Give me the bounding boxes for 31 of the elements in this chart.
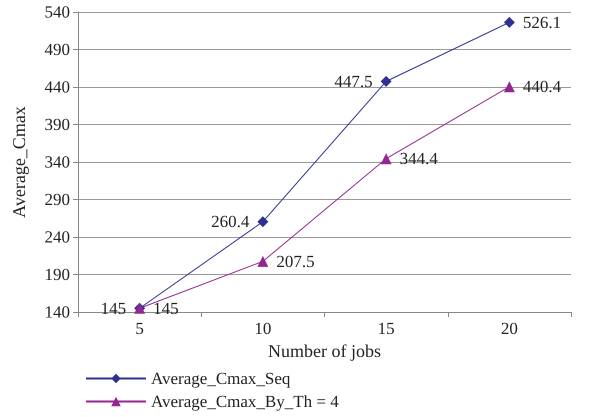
y-tick-label: 390 [44, 115, 70, 134]
data-label: 207.5 [276, 252, 315, 271]
data-label: 145 [100, 298, 126, 318]
y-tick-label: 190 [44, 265, 70, 284]
point [504, 16, 515, 28]
point [380, 153, 392, 164]
y-axis-title: Average_Cmax [9, 106, 29, 218]
point [257, 256, 268, 267]
data-label: 344.4 [400, 149, 438, 168]
y-tick-label: 490 [44, 40, 70, 59]
legend-label: Average_Cmax_By_Th = 4 [151, 392, 340, 411]
data-label: 447.5 [334, 72, 373, 91]
x-tick-label: 5 [135, 319, 144, 338]
y-tick-label: 290 [44, 190, 70, 209]
x-axis-title: Number of jobs [268, 341, 381, 361]
legend-label: Average_Cmax_Seq [151, 369, 291, 388]
data-label: 440.4 [522, 77, 562, 96]
y-tick-label: 140 [44, 302, 70, 322]
point [257, 216, 268, 228]
x-tick-label: 15 [378, 319, 395, 338]
data-label: 526.1 [522, 12, 562, 32]
data-label: 145 [153, 298, 179, 318]
x-tick-label: 20 [500, 319, 518, 338]
point [380, 76, 392, 87]
y-tick-label: 340 [44, 152, 70, 172]
y-tick-label: 540 [44, 2, 70, 22]
point [504, 81, 515, 92]
y-tick-label: 240 [44, 228, 70, 246]
y-tick-label: 440 [44, 78, 70, 96]
x-tick-label: 10 [254, 319, 272, 338]
data-label: 260.4 [211, 212, 250, 232]
